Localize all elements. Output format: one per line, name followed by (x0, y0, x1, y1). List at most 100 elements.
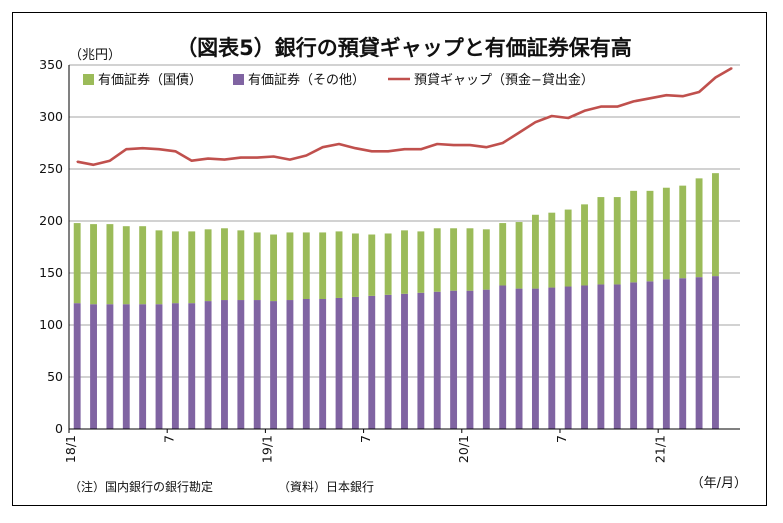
bar-other-15 (319, 299, 327, 429)
bar-other-28 (531, 288, 539, 429)
point-gap-2 (109, 159, 111, 162)
bar-jgb-37 (679, 185, 687, 279)
axes (68, 65, 740, 430)
bar-series (73, 173, 719, 429)
bar-other-13 (286, 300, 294, 429)
bar-jgb-27 (515, 222, 523, 289)
x-axis-ticks: 18/1 7 19/1 7 20/1 7 21/1 (63, 429, 667, 463)
bar-other-10 (237, 300, 245, 429)
bar-jgb-8 (204, 229, 212, 302)
bar-other-31 (581, 285, 588, 429)
bar-jgb-9 (221, 228, 228, 301)
bar-other-2 (106, 304, 114, 429)
bar-jgb-20 (401, 230, 408, 294)
bar-other-19 (384, 294, 392, 429)
point-gap-4 (141, 147, 144, 149)
legend: 有価証券（国債） 有価証券（その他） 預貸ギャップ（預金−貸出金） (83, 72, 594, 88)
y-tick-label-250: 250 (39, 161, 63, 176)
point-gap-31 (583, 109, 586, 112)
footnote-source: （資料）日本銀行 (278, 480, 374, 494)
point-gap-0 (76, 160, 78, 163)
bar-other-17 (351, 296, 359, 429)
point-gap-16 (338, 143, 340, 145)
bar-jgb-39 (712, 173, 719, 277)
bar-other-11 (253, 300, 261, 429)
y-axis-unit: （兆円） (69, 48, 121, 63)
point-gap-14 (305, 154, 308, 157)
bar-jgb-6 (171, 231, 179, 304)
bar-jgb-32 (597, 197, 605, 285)
footnote-note: （注）国内銀行の銀行勘定 (69, 479, 213, 494)
point-gap-28 (534, 121, 537, 123)
bar-other-39 (712, 276, 719, 429)
point-gap-24 (469, 144, 471, 146)
bar-other-12 (270, 301, 278, 429)
bar-jgb-22 (433, 228, 441, 292)
bar-other-37 (679, 278, 687, 429)
point-gap-34 (632, 100, 635, 103)
x-tick-label-19-1: 19/1 (260, 435, 275, 463)
point-gap-26 (501, 142, 504, 144)
bar-jgb-26 (499, 223, 507, 286)
point-gap-8 (207, 157, 209, 160)
point-gap-32 (600, 105, 602, 108)
bar-jgb-1 (90, 224, 97, 305)
bar-jgb-4 (139, 226, 147, 305)
point-gap-39 (714, 76, 717, 79)
bar-jgb-30 (564, 209, 572, 287)
bar-jgb-28 (531, 214, 539, 289)
bar-other-6 (171, 303, 179, 429)
legend-label-1: 有価証券（その他） (248, 72, 365, 88)
chart-title: （図表5）銀行の預貸ギャップと有価証券保有高 (176, 36, 632, 60)
bar-other-22 (433, 291, 441, 429)
y-tick-label-150: 150 (39, 265, 63, 280)
bar-jgb-36 (662, 187, 670, 280)
bar-jgb-0 (73, 223, 81, 304)
bar-jgb-19 (384, 233, 392, 295)
bar-other-33 (613, 284, 621, 429)
y-tick-label-200: 200 (39, 213, 63, 228)
bar-other-27 (515, 288, 523, 429)
legend-swatch-1 (233, 74, 244, 85)
point-gap-19 (387, 150, 389, 153)
bar-other-35 (646, 281, 654, 429)
bar-other-9 (221, 300, 228, 429)
point-gap-25 (485, 146, 488, 148)
point-gap-7 (190, 159, 193, 162)
bar-jgb-5 (155, 230, 163, 305)
bar-other-24 (466, 290, 474, 429)
x-tick-label-18-1: 18/1 (63, 435, 78, 463)
x-axis-unit: （年/月） (691, 476, 747, 491)
bar-other-7 (188, 303, 196, 429)
legend-label-0: 有価証券（国債） (98, 72, 202, 88)
bar-other-1 (90, 304, 97, 429)
point-gap-21 (420, 148, 422, 151)
x-tick-label-7: 7 (161, 435, 176, 443)
chart-svg: （図表5）銀行の預貸ギャップと有価証券保有高 （兆円） 0 50 100 150 200… (39, 36, 747, 494)
point-gap-27 (518, 131, 520, 134)
y-tick-label-350: 350 (39, 57, 63, 72)
point-gap-1 (92, 164, 95, 166)
bar-jgb-23 (450, 228, 458, 291)
bar-jgb-25 (482, 229, 490, 290)
bar-other-34 (630, 282, 638, 429)
bar-other-30 (564, 286, 572, 429)
point-gap-40 (731, 67, 733, 69)
bar-jgb-31 (581, 204, 588, 286)
point-gap-17 (354, 147, 357, 149)
x-tick-label-7: 7 (358, 435, 373, 443)
chart-frame: （図表5）銀行の預貸ギャップと有価証券保有高 （兆円） 0 50 100 150 200… (12, 12, 767, 506)
bar-jgb-17 (351, 233, 359, 297)
point-gap-13 (289, 158, 291, 161)
bar-jgb-11 (253, 232, 261, 301)
x-tick-label-7: 7 (554, 435, 569, 443)
bar-other-25 (482, 289, 490, 429)
bar-other-14 (302, 299, 310, 429)
bar-other-20 (401, 293, 408, 429)
y-tick-label-0: 0 (55, 421, 63, 436)
point-gap-23 (452, 144, 455, 146)
bar-jgb-3 (122, 226, 130, 305)
bar-other-3 (122, 304, 130, 429)
bar-jgb-13 (286, 232, 294, 301)
bar-jgb-18 (368, 234, 376, 296)
